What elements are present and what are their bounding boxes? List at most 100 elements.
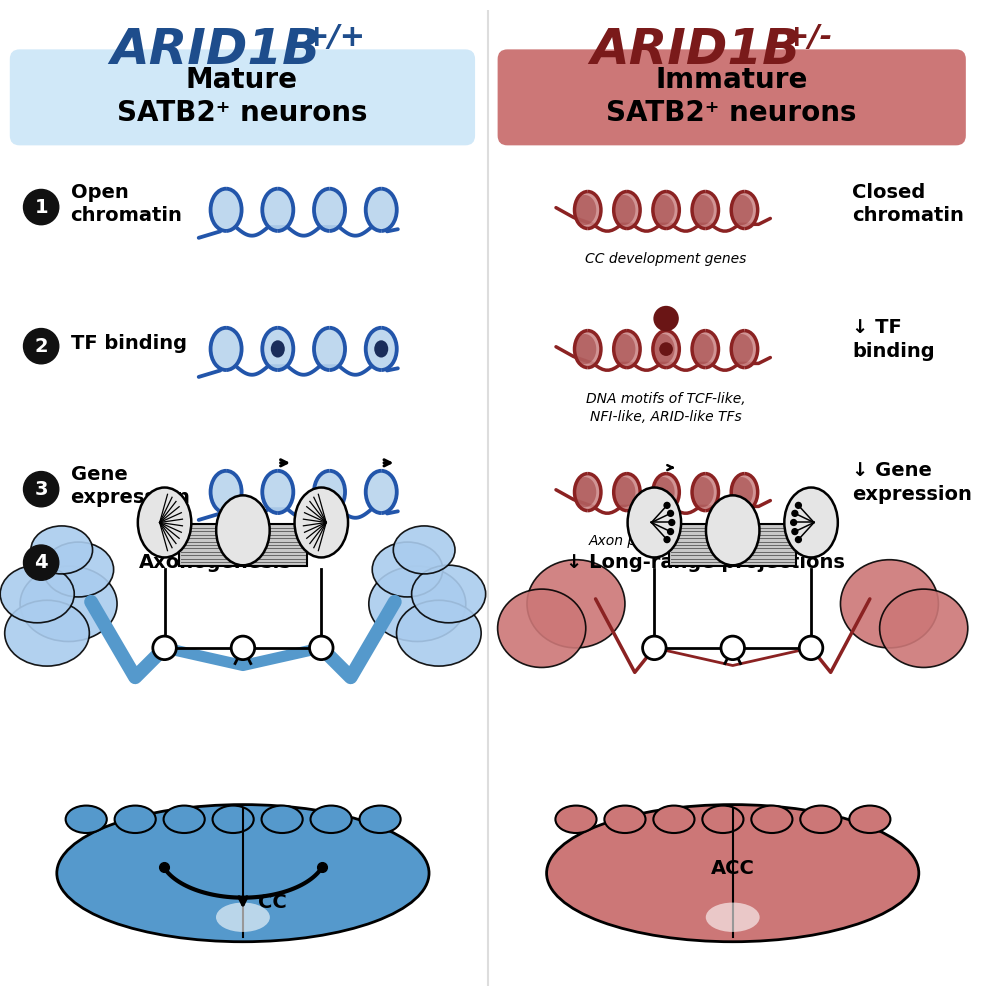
Ellipse shape — [366, 471, 396, 513]
Ellipse shape — [66, 806, 107, 833]
Circle shape — [24, 189, 59, 225]
Ellipse shape — [652, 191, 679, 228]
Text: 4: 4 — [34, 553, 48, 572]
Ellipse shape — [613, 195, 635, 225]
Ellipse shape — [210, 188, 242, 231]
Circle shape — [231, 636, 255, 659]
Circle shape — [800, 636, 823, 659]
Circle shape — [667, 510, 673, 516]
Text: ↓ TF
binding: ↓ TF binding — [853, 318, 935, 361]
Ellipse shape — [216, 495, 270, 566]
Ellipse shape — [163, 806, 205, 833]
Ellipse shape — [547, 805, 919, 942]
Text: CC: CC — [258, 893, 287, 912]
Ellipse shape — [575, 191, 601, 228]
Ellipse shape — [613, 477, 635, 507]
Circle shape — [721, 636, 744, 659]
Bar — [669, 525, 797, 566]
Ellipse shape — [574, 334, 597, 365]
Ellipse shape — [262, 328, 293, 371]
Text: Axonogenesis: Axonogenesis — [139, 553, 292, 572]
Ellipse shape — [730, 195, 753, 225]
Circle shape — [24, 329, 59, 364]
Ellipse shape — [574, 477, 597, 507]
Ellipse shape — [613, 334, 635, 365]
Ellipse shape — [653, 806, 694, 833]
Ellipse shape — [605, 806, 645, 833]
Ellipse shape — [652, 474, 679, 511]
Text: Closed
chromatin: Closed chromatin — [853, 183, 964, 225]
Circle shape — [664, 537, 670, 543]
Ellipse shape — [801, 806, 842, 833]
Ellipse shape — [137, 487, 191, 558]
Ellipse shape — [691, 195, 714, 225]
Ellipse shape — [311, 806, 352, 833]
Ellipse shape — [57, 805, 429, 942]
Circle shape — [796, 502, 802, 508]
Ellipse shape — [731, 331, 758, 368]
Ellipse shape — [374, 341, 388, 358]
Text: +/-: +/- — [784, 23, 833, 52]
Text: ↓ Gene
expression: ↓ Gene expression — [853, 461, 972, 504]
Ellipse shape — [702, 806, 743, 833]
Ellipse shape — [314, 188, 345, 231]
Circle shape — [152, 636, 176, 659]
Ellipse shape — [731, 474, 758, 511]
Text: Gene
expression: Gene expression — [71, 465, 190, 508]
Ellipse shape — [575, 331, 601, 368]
Text: DNA motifs of TCF-like,
NFI-like, ARID-like TFs: DNA motifs of TCF-like, NFI-like, ARID-l… — [587, 392, 746, 423]
Ellipse shape — [366, 188, 396, 231]
Circle shape — [664, 502, 670, 508]
Circle shape — [653, 306, 679, 332]
Ellipse shape — [366, 328, 396, 371]
Ellipse shape — [527, 560, 624, 647]
Ellipse shape — [0, 565, 75, 622]
Ellipse shape — [706, 495, 759, 566]
Text: 3: 3 — [35, 480, 48, 499]
Circle shape — [792, 529, 798, 535]
Ellipse shape — [751, 806, 793, 833]
Ellipse shape — [692, 474, 718, 511]
Text: ACC: ACC — [711, 859, 755, 877]
Ellipse shape — [43, 542, 114, 597]
Ellipse shape — [271, 341, 285, 358]
Ellipse shape — [651, 334, 674, 365]
Circle shape — [659, 343, 673, 356]
Ellipse shape — [210, 471, 242, 513]
Circle shape — [669, 520, 674, 526]
Ellipse shape — [730, 334, 753, 365]
Ellipse shape — [369, 566, 466, 641]
Ellipse shape — [373, 542, 443, 597]
Text: ARID1B: ARID1B — [111, 26, 321, 75]
Text: TF binding: TF binding — [71, 334, 186, 353]
Text: Mature
SATB2⁺ neurons: Mature SATB2⁺ neurons — [117, 66, 368, 127]
Ellipse shape — [651, 477, 674, 507]
Circle shape — [667, 529, 673, 535]
Ellipse shape — [575, 474, 601, 511]
Ellipse shape — [614, 331, 640, 368]
Ellipse shape — [295, 487, 348, 558]
Text: 1: 1 — [34, 197, 48, 216]
Ellipse shape — [614, 474, 640, 511]
Ellipse shape — [360, 806, 400, 833]
Ellipse shape — [262, 188, 293, 231]
Text: +/+: +/+ — [304, 23, 366, 52]
Circle shape — [24, 545, 59, 581]
Ellipse shape — [691, 477, 714, 507]
Text: Open
chromatin: Open chromatin — [71, 183, 182, 225]
Ellipse shape — [216, 902, 270, 932]
Ellipse shape — [314, 471, 345, 513]
Ellipse shape — [20, 566, 118, 641]
Ellipse shape — [5, 601, 90, 666]
Ellipse shape — [210, 328, 242, 371]
Bar — [179, 525, 307, 566]
Ellipse shape — [556, 806, 597, 833]
Ellipse shape — [411, 565, 486, 622]
Circle shape — [24, 471, 59, 507]
Ellipse shape — [651, 195, 674, 225]
Ellipse shape — [879, 589, 968, 667]
Ellipse shape — [652, 331, 679, 368]
Circle shape — [796, 537, 802, 543]
Ellipse shape — [841, 560, 938, 647]
Ellipse shape — [212, 806, 254, 833]
